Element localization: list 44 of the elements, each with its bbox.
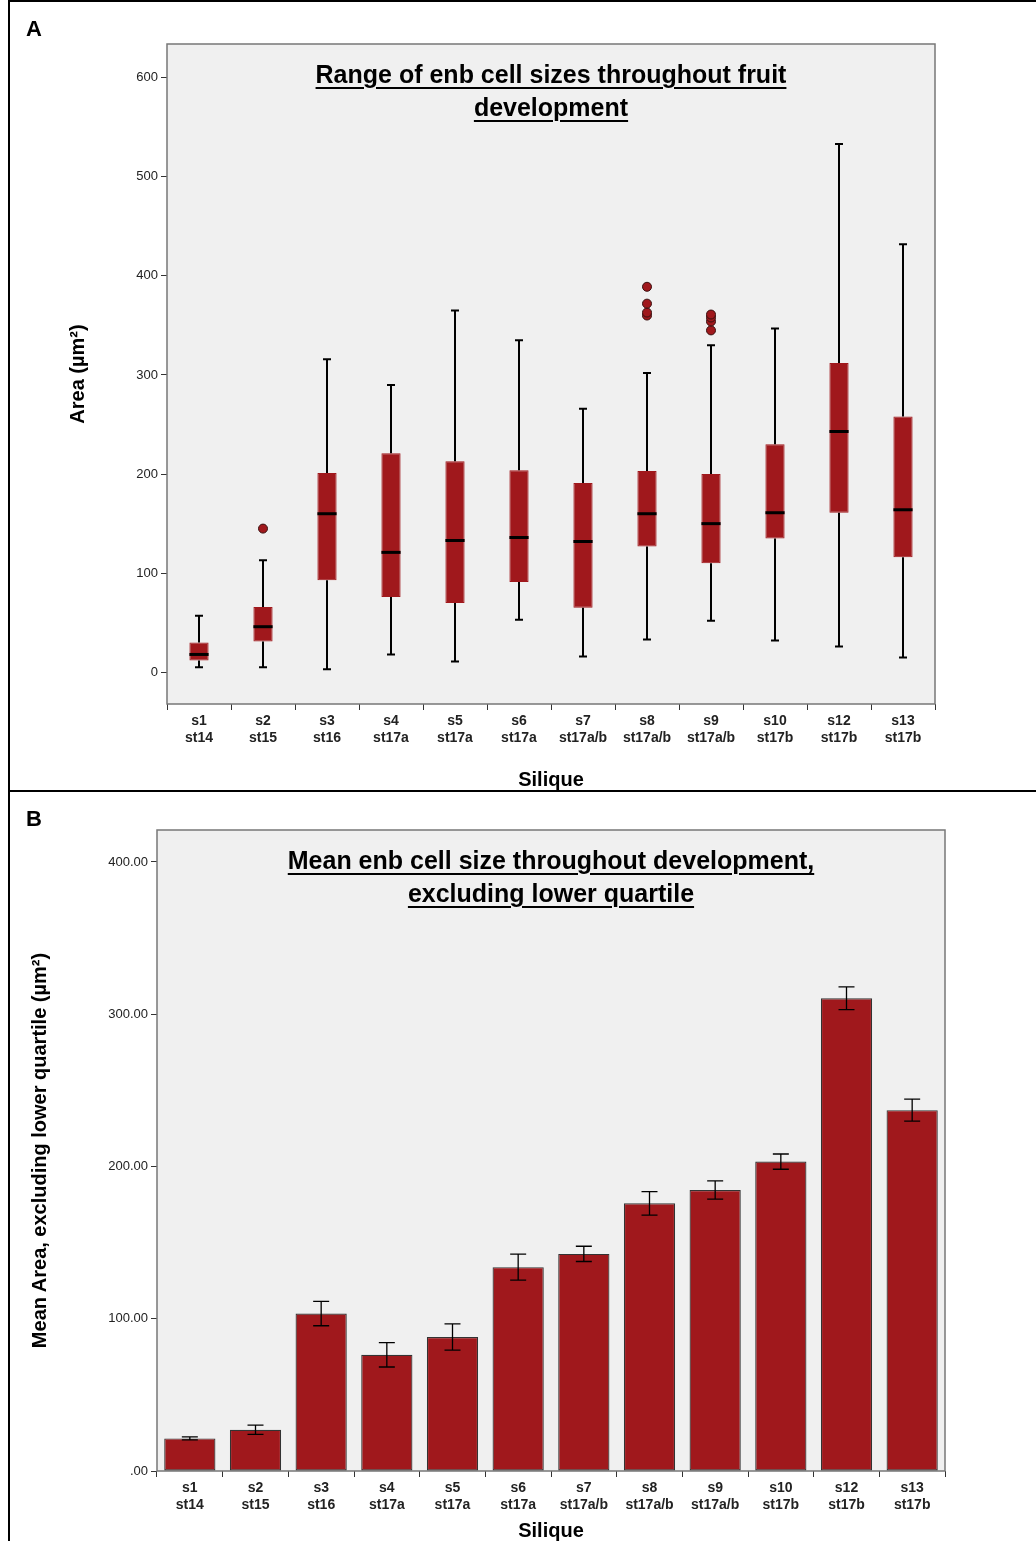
text: Mean enb cell size throughout development, excluding lower quartile — [286, 845, 816, 909]
x-tick-label: s9 st17a/b — [686, 712, 736, 746]
y-tick-label: 200 — [136, 465, 158, 481]
y-tick-label: 500 — [136, 168, 158, 184]
x-tick-label: s1 st14 — [184, 712, 214, 746]
x-tick-label: s13 st17b — [884, 712, 922, 746]
x-tick-label: s6 st17a — [500, 1479, 537, 1513]
y-tick-label: 300.00 — [108, 1005, 148, 1021]
y-tick-label: 600 — [136, 69, 158, 85]
x-tick-label: s7 st17a/b — [558, 712, 608, 746]
x-tick-label: s2 st15 — [241, 1479, 270, 1513]
x-tick-label: s2 st15 — [248, 712, 278, 746]
y-tick-label: 300 — [136, 366, 158, 382]
y-axis-title: Mean Area, excluding lower quartile (µm²) — [27, 952, 50, 1349]
text: B — [26, 806, 42, 832]
x-tick-label: s13 st17b — [893, 1479, 931, 1513]
y-tick-label: 100.00 — [108, 1310, 148, 1326]
y-tick-label: 400.00 — [108, 853, 148, 869]
x-tick-label: s4 st17a — [373, 712, 410, 746]
x-tick-label: s5 st17a — [434, 1479, 471, 1513]
x-tick-label: s1 st14 — [175, 1479, 205, 1513]
x-tick-label: s3 st16 — [307, 1479, 336, 1513]
y-tick-label: .00 — [129, 1462, 148, 1478]
x-tick-label: s10 st17b — [756, 712, 794, 746]
x-tick-label: s3 st16 — [312, 712, 342, 746]
x-tick-label: s10 st17b — [762, 1479, 800, 1513]
text: Range of enb cell sizes throughout fruit development — [314, 59, 788, 123]
y-tick-label: 400 — [136, 267, 158, 283]
x-tick-label: s5 st17a — [437, 712, 474, 746]
x-tick-label: s12 st17b — [828, 1479, 865, 1513]
x-axis-title: Silique — [518, 1518, 584, 1541]
x-tick-label: s7 st17a/b — [559, 1479, 608, 1513]
x-tick-label: s12 st17b — [820, 712, 858, 746]
x-tick-label: s4 st17a — [368, 1479, 405, 1513]
y-axis-title: Area (µm²) — [65, 324, 88, 424]
x-tick-label: s9 st17a/b — [691, 1479, 740, 1513]
text: A — [26, 16, 42, 42]
y-tick-label: 200.00 — [108, 1158, 148, 1174]
x-tick-label: s6 st17a — [501, 712, 538, 746]
x-axis-title: Silique — [518, 767, 584, 790]
y-tick-label: 100 — [136, 564, 158, 580]
y-tick-label: 0 — [150, 663, 158, 679]
x-tick-label: s8 st17a/b — [625, 1479, 674, 1513]
x-tick-label: s8 st17a/b — [622, 712, 672, 746]
